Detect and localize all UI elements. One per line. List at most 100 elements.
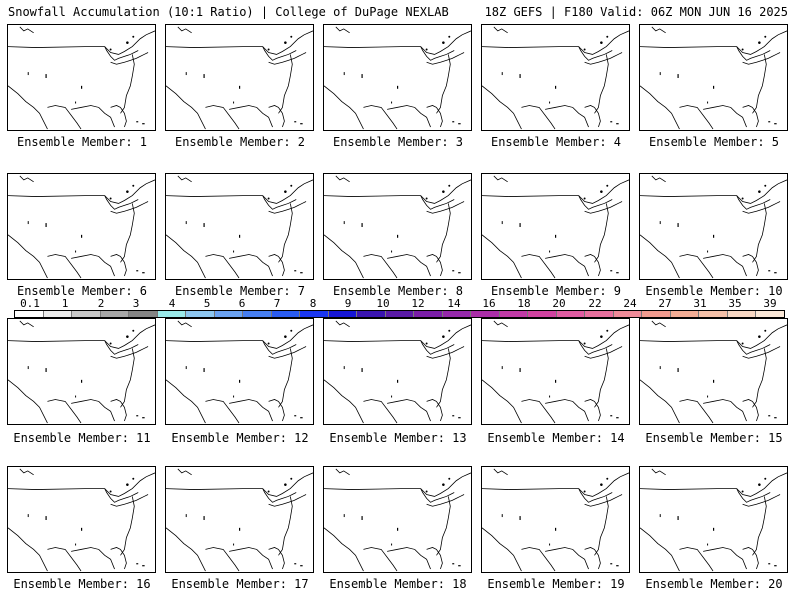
- colorbar-swatch: [15, 311, 44, 317]
- colorbar-swatch: [186, 311, 215, 317]
- ensemble-member-map: [639, 318, 788, 425]
- ensemble-member-map: [323, 173, 472, 280]
- colorbar-swatch: [585, 311, 614, 317]
- colorbar-tick-label: 6: [238, 297, 246, 310]
- colorbar-tick-label: 1: [61, 297, 69, 310]
- conus-map-icon: [166, 468, 313, 572]
- colorbar-tick-label: 39: [763, 297, 777, 310]
- colorbar-swatch: [727, 311, 757, 317]
- colorbar-swatch: [471, 311, 500, 317]
- chart-title: Snowfall Accumulation (10:1 Ratio) | Col…: [8, 5, 449, 19]
- colorbar-swatch: [157, 311, 187, 317]
- colorbar-swatch: [499, 311, 529, 317]
- ensemble-member-label: Ensemble Member: 9: [490, 284, 622, 298]
- conus-map-icon: [166, 320, 313, 424]
- colorbar-tick-label: 10: [376, 297, 390, 310]
- colorbar-swatch: [129, 311, 158, 317]
- colorbar-swatch: [556, 311, 586, 317]
- conus-map-icon: [640, 26, 787, 130]
- ensemble-member-map: [165, 24, 314, 131]
- ensemble-member-label: Ensemble Member: 15: [645, 431, 783, 445]
- ensemble-member-map: [7, 24, 156, 131]
- colorbar-tick-label: 8: [309, 297, 317, 310]
- ensemble-member-label: Ensemble Member: 7: [174, 284, 306, 298]
- colorbar-tick-label: 3: [132, 297, 140, 310]
- conus-map-icon: [324, 320, 471, 424]
- colorbar-tick-label: 20: [552, 297, 566, 310]
- ensemble-member-label: Ensemble Member: 1: [16, 135, 148, 149]
- colorbar-swatch: [72, 311, 101, 317]
- ensemble-member-map: [7, 466, 156, 573]
- conus-map-icon: [482, 320, 629, 424]
- colorbar-tick-label: 7: [273, 297, 281, 310]
- colorbar-swatch: [613, 311, 643, 317]
- ensemble-member-map: [639, 466, 788, 573]
- colorbar-tick-label: 35: [728, 297, 742, 310]
- ensemble-member-label: Ensemble Member: 20: [645, 577, 783, 591]
- colorbar-tick-label: 18: [517, 297, 531, 310]
- ensemble-member-map: [7, 318, 156, 425]
- ensemble-member-map: [323, 318, 472, 425]
- ensemble-member-map: [323, 24, 472, 131]
- conus-map-icon: [8, 175, 155, 279]
- ensemble-member-label: Ensemble Member: 5: [648, 135, 780, 149]
- ensemble-member-label: Ensemble Member: 16: [13, 577, 151, 591]
- colorbar-tick-label: 4: [168, 297, 176, 310]
- ensemble-member-map: [639, 24, 788, 131]
- conus-map-icon: [324, 175, 471, 279]
- conus-map-icon: [482, 468, 629, 572]
- colorbar-tick-label: 27: [658, 297, 672, 310]
- colorbar-tick-label: 24: [623, 297, 637, 310]
- colorbar-swatch: [357, 311, 386, 317]
- colorbar-tick-label: 12: [411, 297, 425, 310]
- colorbar-swatch: [214, 311, 244, 317]
- colorbar-tick-label: 2: [97, 297, 105, 310]
- conus-map-icon: [166, 26, 313, 130]
- ensemble-member-map: [7, 173, 156, 280]
- ensemble-member-label: Ensemble Member: 6: [16, 284, 148, 298]
- snowfall-colorbar: [14, 310, 785, 318]
- colorbar-tick-label: 0.1: [20, 297, 40, 310]
- colorbar-tick-label: 16: [482, 297, 496, 310]
- colorbar-swatch: [43, 311, 73, 317]
- ensemble-member-map: [639, 173, 788, 280]
- conus-map-icon: [8, 26, 155, 130]
- colorbar-tick-label: 14: [447, 297, 461, 310]
- conus-map-icon: [482, 26, 629, 130]
- ensemble-member-label: Ensemble Member: 14: [487, 431, 625, 445]
- ensemble-member-map: [165, 173, 314, 280]
- colorbar-swatch: [642, 311, 671, 317]
- conus-map-icon: [640, 320, 787, 424]
- ensemble-member-map: [481, 466, 630, 573]
- conus-map-icon: [324, 468, 471, 572]
- ensemble-member-label: Ensemble Member: 8: [332, 284, 464, 298]
- colorbar-swatch: [300, 311, 329, 317]
- ensemble-member-label: Ensemble Member: 17: [171, 577, 309, 591]
- ensemble-member-label: Ensemble Member: 18: [329, 577, 467, 591]
- conus-map-icon: [640, 468, 787, 572]
- colorbar-swatch: [414, 311, 443, 317]
- ensemble-member-label: Ensemble Member: 19: [487, 577, 625, 591]
- ensemble-member-label: Ensemble Member: 11: [13, 431, 151, 445]
- colorbar-swatch: [243, 311, 272, 317]
- ensemble-member-map: [323, 466, 472, 573]
- ensemble-member-map: [165, 466, 314, 573]
- colorbar-swatch: [271, 311, 301, 317]
- ensemble-member-map: [481, 318, 630, 425]
- colorbar-swatch: [528, 311, 557, 317]
- colorbar-swatch: [670, 311, 700, 317]
- colorbar-swatch: [385, 311, 415, 317]
- colorbar-swatch: [100, 311, 130, 317]
- colorbar-tick-label: 31: [693, 297, 707, 310]
- ensemble-member-label: Ensemble Member: 12: [171, 431, 309, 445]
- conus-map-icon: [8, 468, 155, 572]
- colorbar-swatch: [328, 311, 358, 317]
- colorbar-swatch: [756, 311, 784, 317]
- ensemble-member-map: [481, 24, 630, 131]
- conus-map-icon: [8, 320, 155, 424]
- colorbar-swatch: [699, 311, 728, 317]
- colorbar-tick-label: 22: [588, 297, 602, 310]
- ensemble-member-label: Ensemble Member: 2: [174, 135, 306, 149]
- colorbar-tick-label: 5: [203, 297, 211, 310]
- ensemble-member-label: Ensemble Member: 13: [329, 431, 467, 445]
